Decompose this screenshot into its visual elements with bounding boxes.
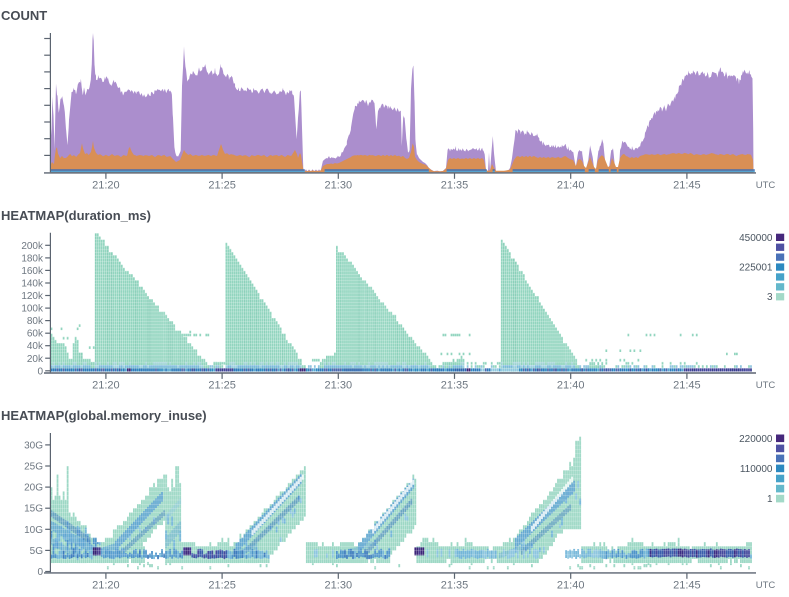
- svg-text:200k: 200k: [21, 241, 44, 252]
- svg-text:160k: 160k: [21, 266, 44, 277]
- svg-text:21:35: 21:35: [441, 380, 469, 392]
- svg-text:15G: 15G: [24, 504, 43, 515]
- svg-text:140k: 140k: [21, 279, 44, 290]
- svg-text:COUNT: COUNT: [1, 8, 47, 23]
- svg-text:21:40: 21:40: [557, 380, 585, 392]
- svg-text:21:45: 21:45: [673, 180, 701, 192]
- svg-text:450000: 450000: [739, 233, 773, 244]
- svg-text:21:35: 21:35: [441, 180, 469, 192]
- svg-text:30G: 30G: [24, 440, 43, 451]
- svg-text:180k: 180k: [21, 253, 44, 264]
- svg-text:21:30: 21:30: [325, 580, 353, 592]
- svg-text:UTC: UTC: [756, 380, 776, 391]
- svg-text:21:25: 21:25: [208, 380, 236, 392]
- svg-text:21:35: 21:35: [441, 580, 469, 592]
- svg-text:225001: 225001: [739, 263, 773, 274]
- svg-text:21:45: 21:45: [673, 580, 701, 592]
- svg-text:21:30: 21:30: [325, 380, 353, 392]
- svg-text:UTC: UTC: [756, 580, 776, 591]
- svg-text:20k: 20k: [27, 354, 44, 365]
- svg-text:21:20: 21:20: [92, 380, 120, 392]
- svg-text:21:40: 21:40: [557, 580, 585, 592]
- svg-text:0: 0: [37, 366, 43, 377]
- svg-text:21:20: 21:20: [92, 180, 120, 192]
- svg-text:HEATMAP(duration_ms): HEATMAP(duration_ms): [1, 208, 151, 223]
- svg-text:80k: 80k: [27, 316, 44, 327]
- svg-text:3: 3: [767, 292, 773, 303]
- svg-text:10G: 10G: [24, 525, 43, 536]
- svg-text:HEATMAP(global.memory_inuse): HEATMAP(global.memory_inuse): [1, 408, 207, 423]
- svg-text:0: 0: [37, 567, 43, 578]
- svg-text:120k: 120k: [21, 291, 44, 302]
- svg-text:21:30: 21:30: [325, 180, 353, 192]
- svg-text:100k: 100k: [21, 304, 44, 315]
- svg-text:21:45: 21:45: [673, 380, 701, 392]
- svg-text:60k: 60k: [27, 329, 44, 340]
- svg-text:110000: 110000: [740, 464, 773, 475]
- svg-text:5G: 5G: [30, 546, 44, 557]
- svg-text:UTC: UTC: [756, 180, 776, 191]
- svg-text:21:25: 21:25: [208, 580, 236, 592]
- svg-text:20G: 20G: [24, 483, 43, 494]
- svg-text:40k: 40k: [27, 341, 44, 352]
- svg-text:1: 1: [767, 494, 773, 505]
- svg-text:21:20: 21:20: [92, 580, 120, 592]
- svg-text:21:40: 21:40: [557, 180, 585, 192]
- svg-text:21:25: 21:25: [208, 180, 236, 192]
- svg-text:220000: 220000: [739, 434, 773, 445]
- svg-text:25G: 25G: [24, 462, 43, 473]
